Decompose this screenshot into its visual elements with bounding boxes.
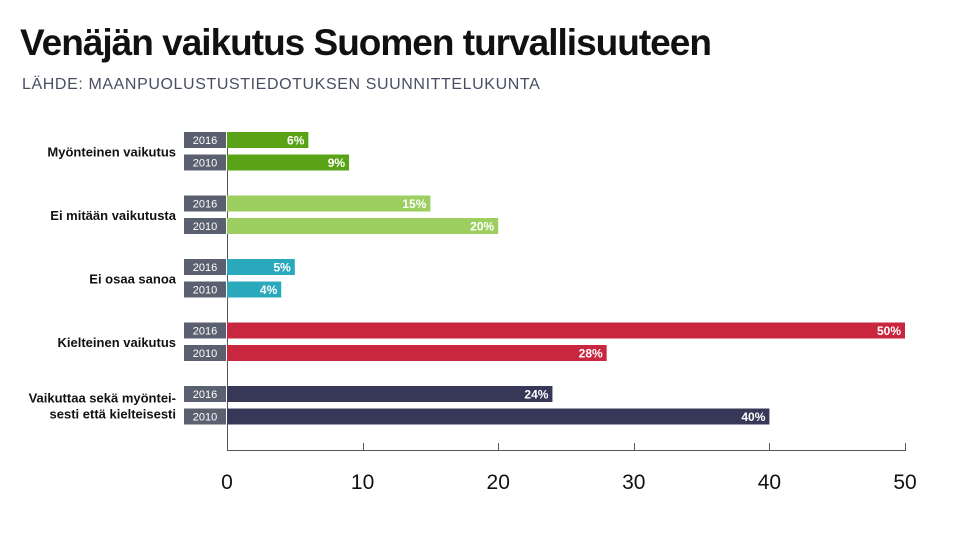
category-label: Vaikuttaa sekä myöntei- (29, 390, 176, 405)
bar-value-label: 9% (328, 156, 346, 170)
year-label-box (184, 386, 226, 402)
category-label: sesti että kielteisesti (50, 406, 176, 421)
year-label-box (184, 132, 226, 148)
bar-value-label: 4% (260, 283, 278, 297)
bar (227, 154, 350, 171)
category-label: Myönteinen vaikutus (47, 144, 176, 159)
year-label: 2010 (193, 221, 217, 233)
year-label-box (184, 259, 226, 275)
bar-value-label: 40% (741, 410, 765, 424)
chart-source: LÄHDE: MAANPUOLUSTUSTIEDOTUKSEN SUUNNITT… (22, 76, 541, 93)
category-label: Ei osaa sanoa (89, 271, 176, 286)
x-tick-label: 0 (221, 471, 233, 494)
year-label-box (184, 195, 226, 212)
bar-value-label: 6% (287, 134, 305, 148)
bar (227, 195, 431, 212)
bar-value-label: 50% (877, 324, 901, 338)
bar (227, 132, 309, 148)
year-label: 2010 (193, 285, 217, 297)
bar (227, 386, 553, 402)
bar-value-label: 5% (273, 261, 291, 275)
year-label: 2010 (193, 412, 217, 424)
year-label-box (184, 218, 226, 234)
bar-value-label: 24% (524, 388, 548, 402)
x-tick-label: 30 (622, 471, 645, 494)
year-label-box (184, 408, 226, 425)
bar-value-label: 15% (402, 197, 426, 211)
bar-value-label: 28% (579, 347, 603, 361)
bar (227, 218, 499, 234)
bar (227, 281, 282, 298)
year-label: 2016 (193, 326, 217, 338)
chart-title: Venäjän vaikutus Suomen turvallisuuteen (20, 22, 712, 63)
year-label: 2016 (193, 199, 217, 211)
bar (227, 259, 295, 275)
year-label-box (184, 322, 226, 339)
bar (227, 345, 607, 361)
x-tick-label: 20 (487, 471, 510, 494)
category-label: Ei mitään vaikutusta (50, 208, 176, 223)
year-label-box (184, 154, 226, 171)
bar (227, 322, 905, 339)
year-label: 2016 (193, 389, 217, 401)
x-tick-label: 40 (758, 471, 781, 494)
bar (227, 408, 770, 425)
year-label: 2016 (193, 135, 217, 147)
x-tick-label: 10 (351, 471, 374, 494)
year-label: 2016 (193, 262, 217, 274)
year-label: 2010 (193, 348, 217, 360)
category-label: Kielteinen vaikutus (58, 335, 176, 350)
x-tick-label: 50 (893, 471, 916, 494)
year-label: 2010 (193, 158, 217, 170)
bar-value-label: 20% (470, 220, 494, 234)
year-label-box (184, 345, 226, 361)
year-label-box (184, 281, 226, 298)
